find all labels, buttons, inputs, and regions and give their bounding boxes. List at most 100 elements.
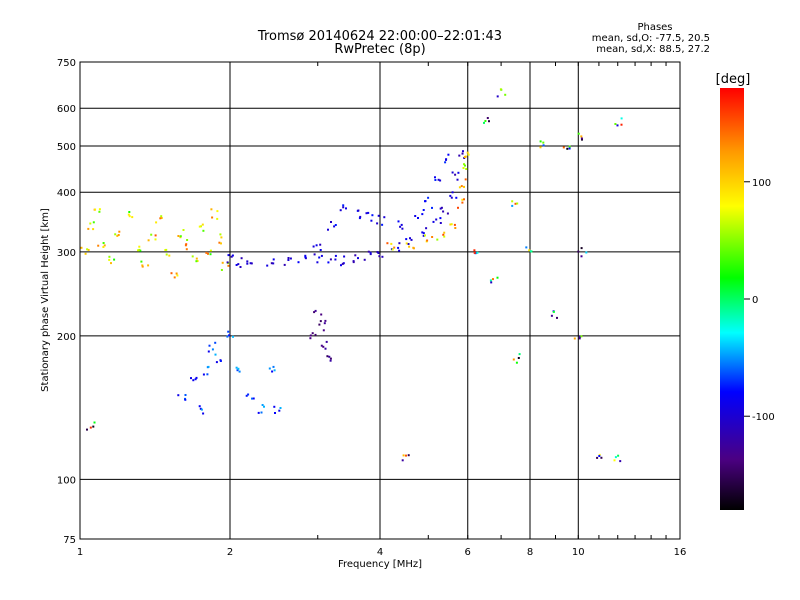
data-point: [311, 332, 314, 335]
data-point: [155, 221, 158, 224]
data-point: [92, 425, 95, 428]
data-point: [580, 255, 583, 258]
data-point: [517, 357, 520, 359]
data-point: [215, 361, 218, 364]
data-point: [98, 210, 101, 213]
data-point: [214, 341, 217, 344]
data-point: [186, 239, 189, 241]
data-point: [246, 262, 249, 265]
data-point: [250, 262, 253, 265]
data-point: [273, 405, 276, 408]
data-point: [328, 355, 331, 358]
data-point: [287, 259, 290, 261]
data-point: [195, 260, 198, 263]
x-tick-label: 16: [674, 547, 687, 558]
data-point: [439, 222, 442, 224]
data-point: [422, 209, 425, 211]
data-point: [414, 215, 417, 217]
data-point: [116, 234, 119, 237]
data-point: [247, 393, 250, 396]
data-point: [251, 397, 253, 400]
data-point: [455, 196, 458, 199]
data-point: [194, 378, 197, 381]
data-point: [207, 252, 209, 255]
data-point: [370, 219, 373, 222]
data-point: [342, 206, 345, 209]
data-point: [357, 209, 360, 212]
data-point: [439, 179, 442, 182]
data-point: [525, 246, 528, 249]
data-point: [202, 412, 205, 415]
data-point: [442, 233, 445, 236]
chart-subtitle: RwPretec (8p): [334, 42, 425, 57]
data-point: [426, 239, 429, 242]
data-point: [359, 215, 362, 218]
data-point: [446, 212, 449, 215]
data-point: [273, 369, 276, 372]
data-point: [252, 397, 255, 400]
data-point: [417, 217, 419, 219]
data-point: [278, 409, 281, 412]
data-point: [334, 224, 337, 226]
data-point: [87, 227, 90, 230]
data-point: [619, 460, 622, 463]
data-point: [94, 208, 97, 211]
data-point: [319, 243, 322, 246]
data-point: [407, 454, 410, 457]
data-point: [185, 243, 188, 246]
data-point: [198, 405, 201, 408]
data-point: [219, 360, 222, 362]
data-point: [369, 251, 372, 254]
data-point: [620, 123, 623, 126]
data-point: [196, 260, 199, 262]
data-point: [397, 246, 400, 249]
data-point: [407, 243, 410, 245]
data-point: [210, 208, 213, 211]
data-point: [87, 249, 90, 251]
data-point: [202, 229, 205, 232]
data-point: [165, 248, 168, 251]
data-point: [496, 276, 499, 279]
data-point: [393, 246, 396, 249]
data-point: [102, 246, 105, 248]
data-point: [235, 366, 238, 369]
data-point: [86, 248, 89, 251]
data-point: [304, 254, 307, 257]
data-point: [327, 228, 329, 231]
data-point: [424, 234, 426, 237]
data-point: [391, 248, 394, 251]
chart-title: Tromsø 20140624 22:00:00–22:01:43: [257, 29, 502, 44]
data-point: [272, 258, 275, 261]
data-point: [201, 223, 204, 226]
data-point: [227, 264, 230, 267]
data-point: [205, 251, 208, 254]
data-point: [614, 456, 617, 459]
data-point: [444, 161, 447, 164]
data-point: [529, 250, 532, 253]
data-point: [439, 217, 442, 220]
data-point: [195, 257, 198, 260]
data-point: [304, 256, 307, 259]
data-point: [421, 231, 424, 234]
data-point: [137, 249, 139, 252]
y-tick-label: 100: [57, 475, 76, 486]
data-point: [272, 262, 275, 265]
data-point: [209, 253, 212, 256]
data-point: [128, 215, 131, 218]
data-point: [409, 237, 411, 240]
data-point: [113, 258, 116, 261]
data-point: [598, 453, 601, 456]
data-point: [427, 196, 430, 199]
data-point: [401, 227, 404, 230]
data-point: [435, 218, 438, 221]
data-point: [556, 316, 558, 319]
data-point: [458, 186, 461, 189]
data-point: [552, 310, 555, 313]
data-point: [226, 261, 229, 264]
data-point: [237, 263, 240, 266]
data-point: [539, 140, 542, 143]
data-point: [484, 120, 487, 122]
data-point: [86, 428, 88, 431]
data-point: [231, 254, 234, 257]
data-point: [449, 194, 452, 197]
